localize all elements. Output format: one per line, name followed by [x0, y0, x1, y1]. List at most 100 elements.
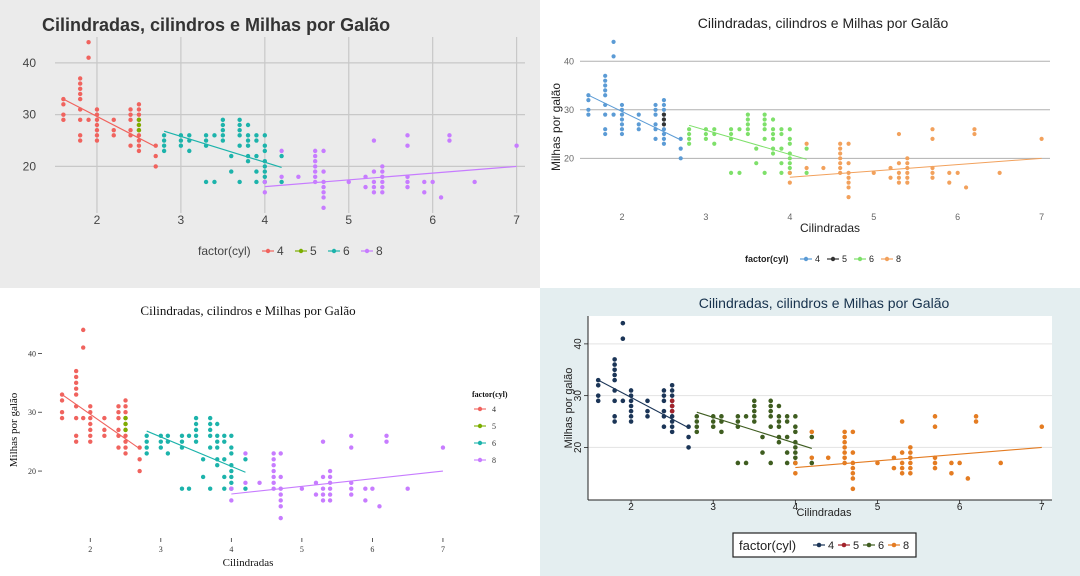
data-point-cyl-6 — [237, 133, 242, 138]
data-point-cyl-8 — [271, 451, 276, 456]
data-point-cyl-6 — [754, 161, 759, 166]
data-point-cyl-8 — [405, 174, 410, 179]
data-point-cyl-6 — [207, 486, 213, 491]
data-point-cyl-8 — [321, 205, 326, 211]
data-point-cyl-6 — [776, 439, 782, 445]
fit-line-cyl-6 — [163, 130, 282, 169]
data-point-cyl-8 — [313, 492, 319, 497]
data-point-cyl-4 — [88, 410, 93, 415]
data-point-cyl-6 — [203, 179, 209, 185]
data-point-cyl-8 — [899, 419, 905, 424]
data-point-cyl-6 — [760, 434, 765, 440]
data-point-cyl-8 — [229, 486, 234, 491]
data-point-cyl-4 — [81, 345, 86, 350]
data-point-cyl-6 — [245, 143, 251, 148]
data-point-cyl-6 — [770, 151, 776, 156]
data-point-cyl-6 — [687, 141, 692, 146]
chart-title: Cilindradas, cilindros e Milhas por Galã… — [42, 15, 390, 35]
data-point-cyl-6 — [229, 433, 234, 438]
legend-label: 6 — [343, 244, 350, 258]
data-point-cyl-4 — [128, 112, 133, 117]
data-point-cyl-4 — [77, 86, 83, 91]
data-point-cyl-6 — [262, 159, 268, 164]
data-point-cyl-5 — [123, 421, 128, 427]
data-point-cyl-4 — [669, 393, 675, 398]
data-point-cyl-4 — [88, 439, 93, 444]
data-point-cyl-6 — [784, 414, 790, 419]
data-point-cyl-4 — [628, 403, 634, 409]
data-point-cyl-8 — [377, 504, 382, 509]
data-point-cyl-6 — [728, 127, 734, 132]
data-point-cyl-8 — [243, 451, 248, 456]
data-point-cyl-4 — [653, 107, 658, 112]
data-point-cyl-6 — [804, 146, 809, 151]
data-point-cyl-6 — [784, 434, 790, 440]
data-point-cyl-4 — [661, 97, 667, 103]
data-point-cyl-8 — [278, 515, 283, 521]
data-point-cyl-4 — [73, 386, 79, 391]
data-point-cyl-4 — [603, 131, 608, 137]
data-point-cyl-6 — [200, 457, 206, 462]
data-point-cyl-8 — [842, 455, 847, 461]
x-tick-label: 5 — [300, 545, 304, 554]
data-point-cyl-6 — [215, 421, 220, 427]
data-point-cyl-8 — [846, 185, 851, 190]
data-point-cyl-8 — [370, 486, 375, 491]
data-point-cyl-8 — [279, 174, 284, 179]
data-point-cyl-8 — [321, 169, 326, 174]
data-point-cyl-6 — [229, 474, 234, 480]
fit-line-cyl-8 — [231, 470, 444, 495]
data-point-cyl-8 — [447, 138, 452, 143]
panel-economist-like: 2 3 4 5 6 7 20 30 40 Cilindradas, cilindros e Mi… — [540, 288, 1080, 576]
legend-key-point — [803, 256, 809, 262]
data-point-cyl-8 — [850, 470, 856, 476]
data-point-cyl-8 — [998, 460, 1004, 466]
data-point-cyl-4 — [136, 143, 142, 148]
data-point-cyl-6 — [187, 138, 192, 143]
data-point-cyl-6 — [237, 179, 242, 185]
data-point-cyl-8 — [327, 480, 333, 486]
data-point-cyl-8 — [846, 141, 851, 146]
data-point-cyl-8 — [346, 179, 351, 185]
data-point-cyl-6 — [768, 408, 774, 414]
data-point-cyl-6 — [762, 112, 767, 117]
data-point-cyl-4 — [603, 93, 608, 98]
data-point-cyl-8 — [405, 133, 410, 138]
data-point-cyl-8 — [422, 179, 427, 185]
y-tick-label: 30 — [573, 390, 584, 402]
data-point-cyl-8 — [349, 492, 354, 497]
data-point-cyl-8 — [908, 460, 913, 466]
data-point-cyl-8 — [229, 498, 234, 503]
data-point-cyl-6 — [254, 133, 259, 138]
data-point-cyl-4 — [128, 127, 133, 133]
data-point-cyl-6 — [743, 414, 749, 419]
data-point-cyl-4 — [612, 388, 617, 393]
fit-line-cyl-6 — [696, 411, 812, 449]
data-point-cyl-8 — [405, 184, 410, 190]
data-point-cyl-6 — [754, 146, 759, 151]
x-tick-label: 6 — [957, 502, 963, 513]
data-point-cyl-8 — [312, 153, 318, 159]
data-point-cyl-4 — [619, 131, 625, 137]
plot-area — [588, 316, 1052, 500]
data-point-cyl-4 — [73, 380, 79, 386]
fit-line-cyl-8 — [795, 446, 1042, 469]
data-point-cyl-8 — [972, 127, 977, 132]
data-point-cyl-6 — [207, 427, 213, 433]
data-point-cyl-6 — [243, 457, 248, 462]
data-point-cyl-8 — [846, 161, 851, 166]
data-point-cyl-6 — [262, 164, 268, 169]
data-point-cyl-8 — [804, 141, 809, 146]
data-point-cyl-4 — [116, 433, 121, 438]
data-point-cyl-8 — [384, 433, 389, 438]
data-point-cyl-6 — [245, 122, 251, 128]
data-point-cyl-6 — [751, 419, 757, 424]
data-point-cyl-4 — [73, 415, 79, 421]
data-point-cyl-6 — [770, 131, 776, 137]
data-point-cyl-4 — [77, 117, 83, 123]
data-point-cyl-8 — [947, 180, 952, 185]
data-point-cyl-6 — [728, 131, 734, 137]
data-point-cyl-8 — [787, 180, 792, 185]
data-point-cyl-4 — [669, 429, 675, 435]
x-tick-label: 4 — [793, 502, 799, 513]
